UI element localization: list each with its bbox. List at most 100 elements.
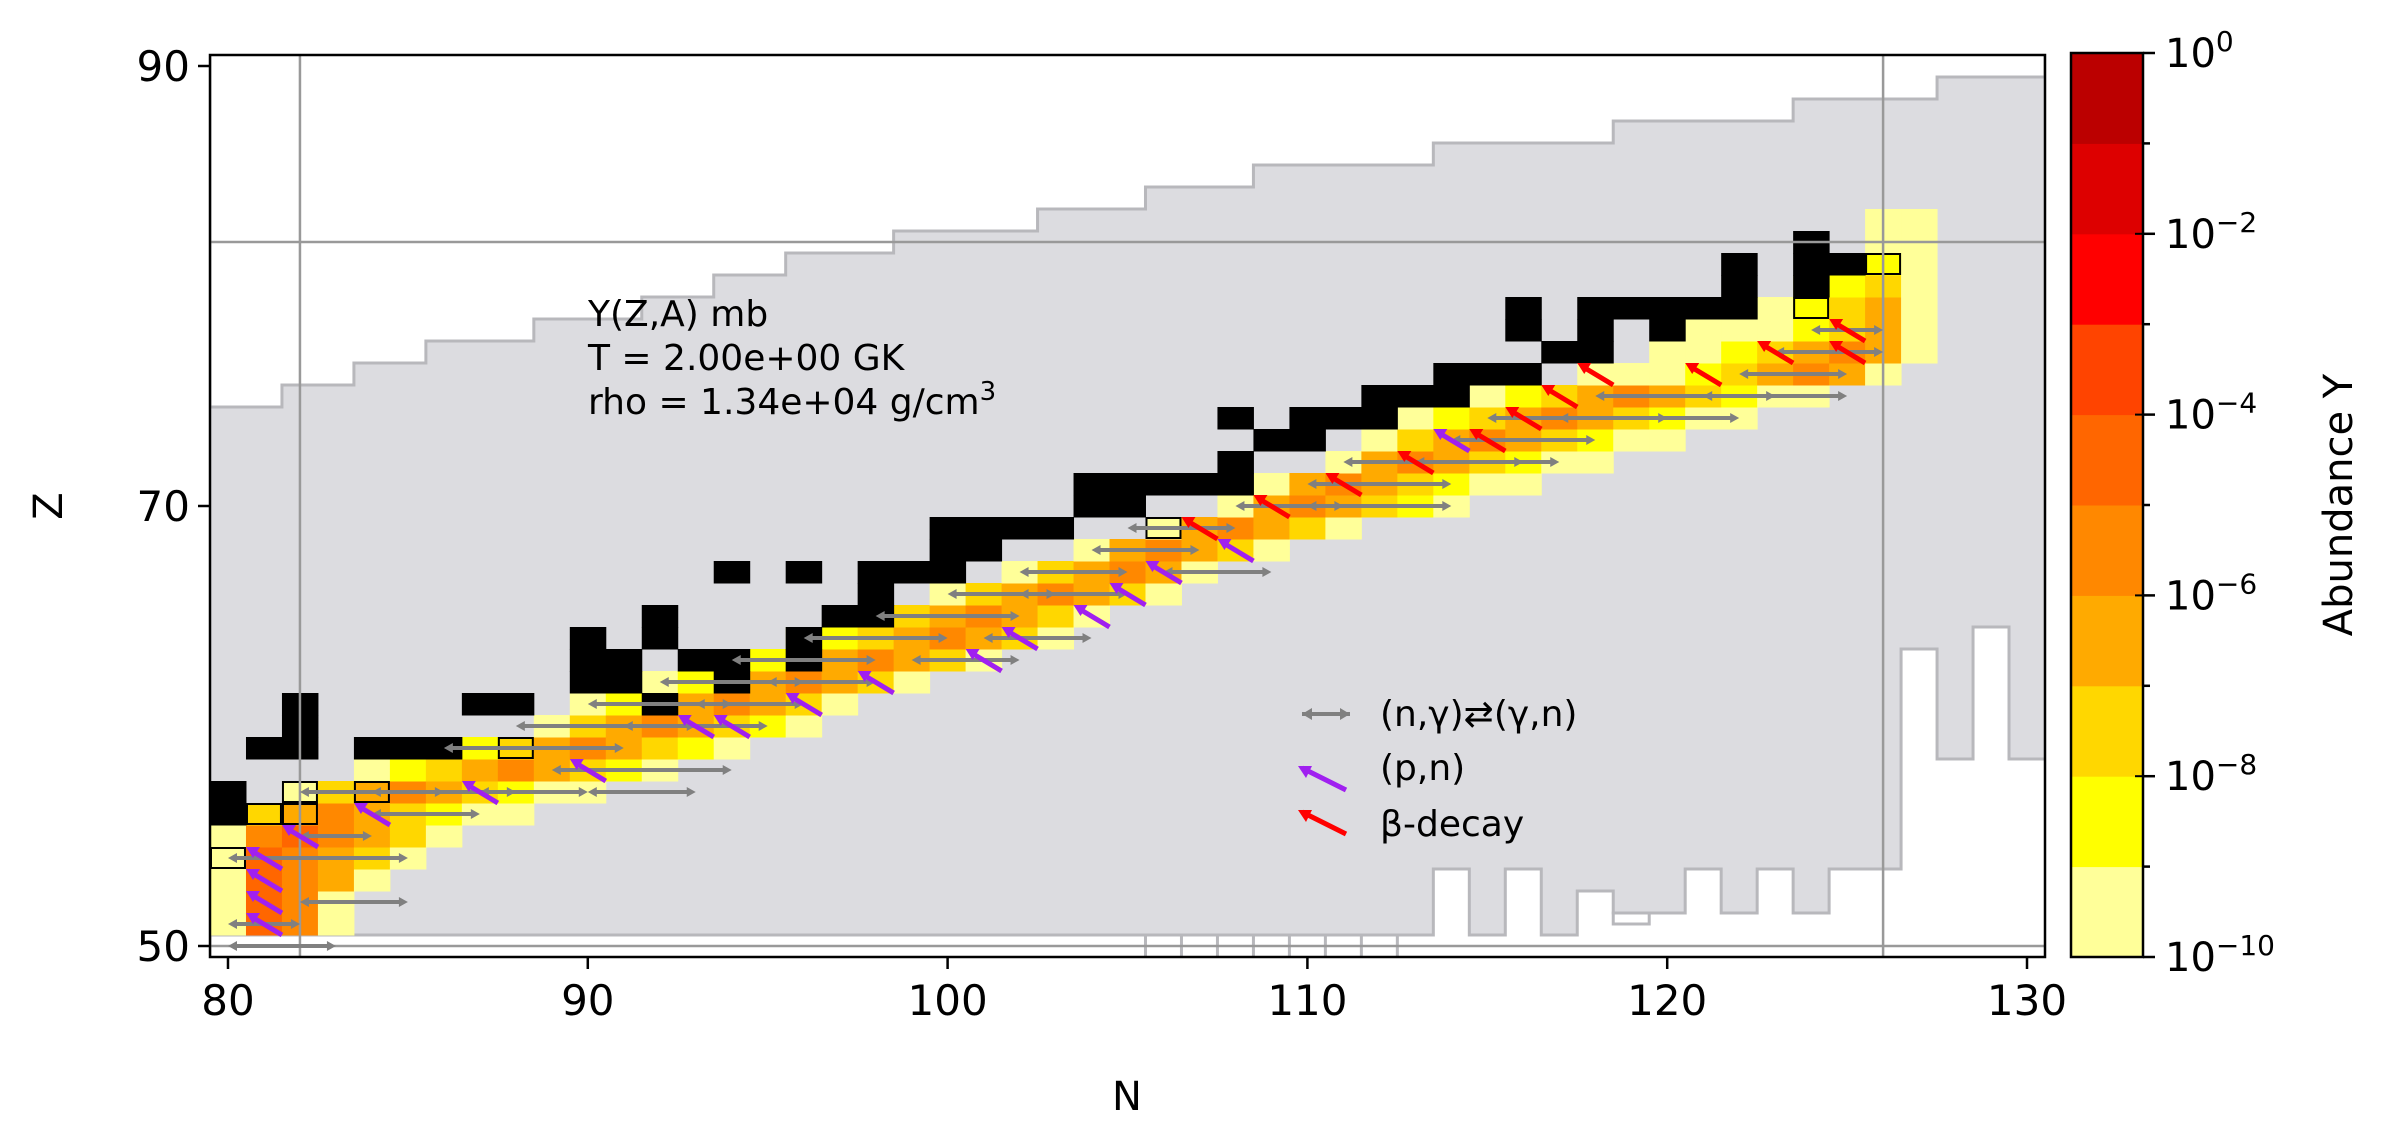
colorbar-tick-base: 10 (2165, 393, 2216, 439)
abundance-cell (1757, 319, 1794, 342)
stable-isotope (1181, 473, 1218, 496)
stable-isotope (1829, 253, 1866, 276)
colorbar-tick-label: 10−4 (2165, 387, 2257, 439)
ng-arrow-head (371, 787, 381, 797)
pn-arrow (250, 870, 284, 894)
colorbar-tick-exp: 0 (2216, 25, 2234, 58)
stable-isotope (713, 561, 751, 584)
abundance-cell (965, 627, 1003, 650)
colorbar-tick-base: 10 (2165, 573, 2216, 619)
pn-arrow (250, 892, 284, 916)
abundance-cell (317, 913, 355, 936)
pn-arrow-head (569, 759, 584, 770)
neutron-dripline-boundary (210, 625, 2045, 957)
colorbar-tick-base: 10 (2165, 212, 2216, 258)
abundance-cell (1325, 517, 1362, 540)
ng-arrow-head (1559, 413, 1569, 423)
abundance-cell (353, 759, 391, 782)
colorbar-level (2071, 324, 2143, 416)
colorbar-tick-base: 10 (2165, 31, 2216, 77)
stable-isotope (1613, 297, 1650, 320)
legend: (n,γ)⇄(γ,n) (p,n) β-decay (1298, 694, 1577, 845)
pn-arrow (718, 716, 751, 740)
abundance-cell (1793, 319, 1830, 342)
stable-isotope (1361, 385, 1398, 408)
pn-arrow-head (1217, 539, 1232, 550)
abundance-cell (713, 737, 751, 760)
abundance-cell (210, 869, 247, 892)
pn-arrow (250, 848, 284, 872)
stable-isotope (210, 781, 247, 804)
abundance-cell (1433, 495, 1470, 518)
abundance-cell (1685, 341, 1722, 364)
pn-arrow-head (965, 649, 980, 660)
abundance-cell (1649, 429, 1686, 452)
abundance-cell (641, 737, 679, 760)
stable-isotope (425, 737, 463, 760)
abundance-cell (425, 825, 463, 848)
ng-arrow-head (758, 721, 768, 731)
ng-arrow-head (290, 919, 300, 929)
y-axis-label: Z (26, 492, 72, 519)
abundance-cell (1649, 363, 1686, 386)
colorbar-level (2071, 53, 2143, 144)
ng-arrow-head (1307, 501, 1317, 511)
abundance-cell (1685, 319, 1722, 342)
ng-arrow-head (767, 677, 777, 687)
abundance-cell (1433, 407, 1470, 430)
ng-arrow-head (1019, 589, 1029, 599)
legend-pn-head (1298, 766, 1312, 778)
ng-arrow-head (398, 853, 408, 863)
ng-arrow-head (1811, 325, 1821, 335)
abundance-cell (1613, 363, 1650, 386)
legend-ng-head-left (1302, 708, 1312, 720)
ng-arrow-head (1586, 435, 1596, 445)
legend-ng-label: (n,γ)⇄(γ,n) (1380, 694, 1577, 735)
pn-arrow-head (1109, 583, 1124, 594)
stable-isotope (965, 517, 1003, 540)
ng-arrow-head (1739, 369, 1749, 379)
stable-isotope (1397, 385, 1434, 408)
ng-arrow-head (686, 787, 696, 797)
stable-isotope (1109, 473, 1146, 496)
pn-arrow (970, 650, 1003, 674)
abundance-cell (1469, 385, 1506, 408)
pn-arrow (286, 826, 320, 850)
beta-arrow (1689, 364, 1723, 388)
ng-arrow-head (362, 831, 372, 841)
abundance-cell (317, 803, 355, 826)
ng-arrow-head (911, 655, 921, 665)
pn-arrow-head (1433, 429, 1448, 440)
ng-arrow-head (1442, 501, 1452, 511)
abundance-cell (461, 759, 499, 782)
ng-arrow-head (587, 787, 597, 797)
pn-arrow (574, 760, 608, 784)
ng-arrow-head (983, 633, 993, 643)
abundance-cell (210, 913, 247, 936)
pn-arrow-head (1145, 561, 1160, 572)
ng-arrow-head (803, 633, 813, 643)
boundary-notch (1611, 911, 1651, 926)
abundance-cell (1721, 407, 1758, 430)
colorbar-tick-exp: −4 (2216, 387, 2257, 420)
legend-ng-head-right (1340, 708, 1350, 720)
colorbar-tick-exp: −10 (2216, 929, 2275, 962)
legend-pn-label: (p,n) (1380, 748, 1465, 789)
abundance-cell (210, 825, 247, 848)
stable-isotope (210, 803, 247, 826)
pn-arrow (1222, 540, 1255, 564)
ng-arrow-head (1730, 413, 1740, 423)
abundance-cell (1289, 473, 1326, 496)
ng-arrow-head (398, 897, 408, 907)
pn-arrow-head (1073, 605, 1088, 616)
abundance-cell (1829, 363, 1866, 386)
stable-isotope (1217, 407, 1254, 430)
stable-isotope (641, 605, 679, 628)
abundance-cell (1217, 517, 1254, 540)
stable-isotope (1505, 363, 1542, 386)
pn-arrow (466, 782, 500, 806)
abundance-cell (425, 759, 463, 782)
x-tick-label: 100 (908, 976, 988, 1025)
